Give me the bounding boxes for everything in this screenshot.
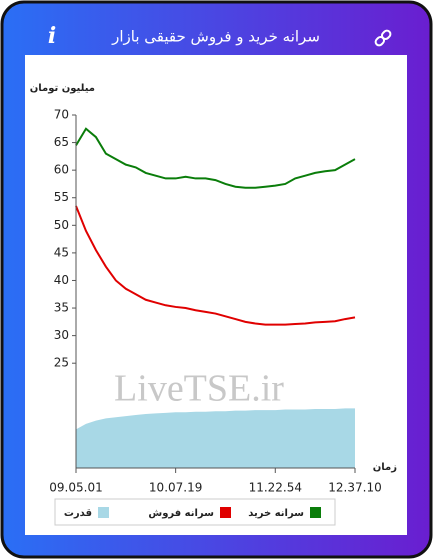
y-tick-label: 70 [54,108,69,122]
info-icon[interactable]: i [48,23,56,49]
legend-swatch [220,507,231,518]
title: سرانه خرید و فروش حقیقی بازار [111,28,320,46]
line [75,127,356,189]
y-axis-label: میلیون تومان [30,83,95,94]
y-tick-label: 35 [54,301,69,315]
link-icon[interactable] [374,29,392,47]
x-tick-label: 09.05.01 [49,481,102,495]
x-tick-label: 11.22.54 [249,481,302,495]
line [75,205,356,326]
x-tick-label: 12.37.10 [328,481,381,495]
x-tick-label: 10.07.19 [149,481,202,495]
y-tick-label: 50 [54,218,69,232]
y-tick-label: 55 [54,190,69,204]
legend-label: سرانه فروش [148,508,214,519]
y-tick-label: 60 [54,163,69,177]
legend-swatch [98,507,109,518]
y-tick-label: 45 [54,245,69,259]
legend-label: قدرت [64,508,92,519]
y-tick-label: 30 [54,328,69,342]
x-axis-label: زمان [373,462,397,473]
y-tick-label: 25 [54,356,69,370]
legend-label: سرانه خرید [248,508,304,519]
y-tick-label: 65 [54,135,69,149]
area [76,408,355,468]
legend-swatch [310,507,321,518]
y-tick-label: 40 [54,273,69,287]
watermark: LiveTSE.ir [114,368,284,410]
